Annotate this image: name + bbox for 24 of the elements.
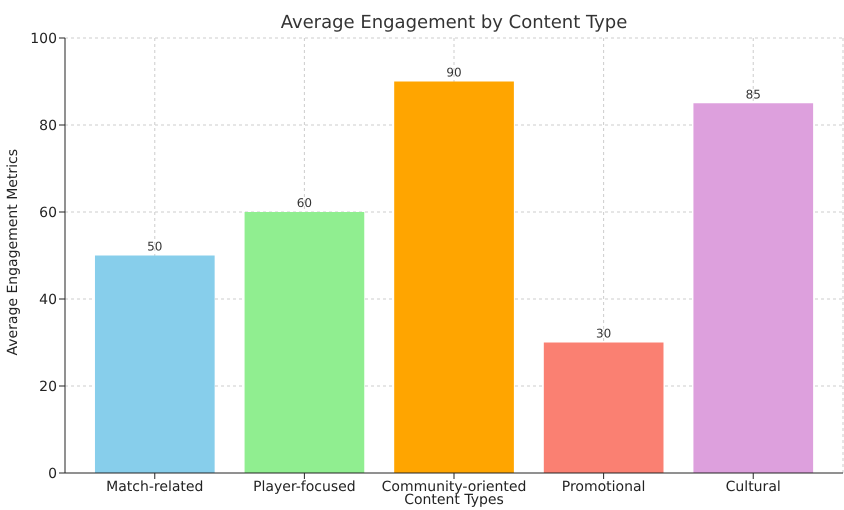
y-tick-label: 80	[39, 118, 57, 134]
bar	[394, 82, 514, 473]
data-label: 50	[147, 240, 162, 254]
y-tick-label: 100	[30, 30, 57, 47]
y-tick-label: 0	[48, 466, 57, 482]
x-tick-label: Match-related	[106, 478, 204, 495]
x-axis-title: Content Types	[404, 492, 504, 508]
data-label: 30	[596, 326, 612, 340]
x-tick-label: Promotional	[562, 478, 646, 495]
x-tick-label: Player-focused	[253, 478, 356, 495]
y-tick-label: 40	[39, 292, 57, 308]
x-tick-label: Community-oriented	[382, 478, 526, 495]
bar	[544, 342, 664, 473]
data-label: 85	[746, 87, 761, 102]
data-label: 90	[446, 66, 462, 80]
x-tick-label: Cultural	[726, 478, 781, 495]
y-tick-label: 20	[39, 378, 57, 395]
data-label: 60	[296, 196, 312, 210]
chart-title: Average Engagement by Content Type	[280, 12, 628, 33]
y-axis-title: Average Engagement Metrics	[4, 148, 21, 356]
bar	[94, 256, 215, 473]
bar	[693, 103, 814, 473]
y-tick-label: 60	[39, 204, 57, 221]
bar	[244, 212, 364, 473]
